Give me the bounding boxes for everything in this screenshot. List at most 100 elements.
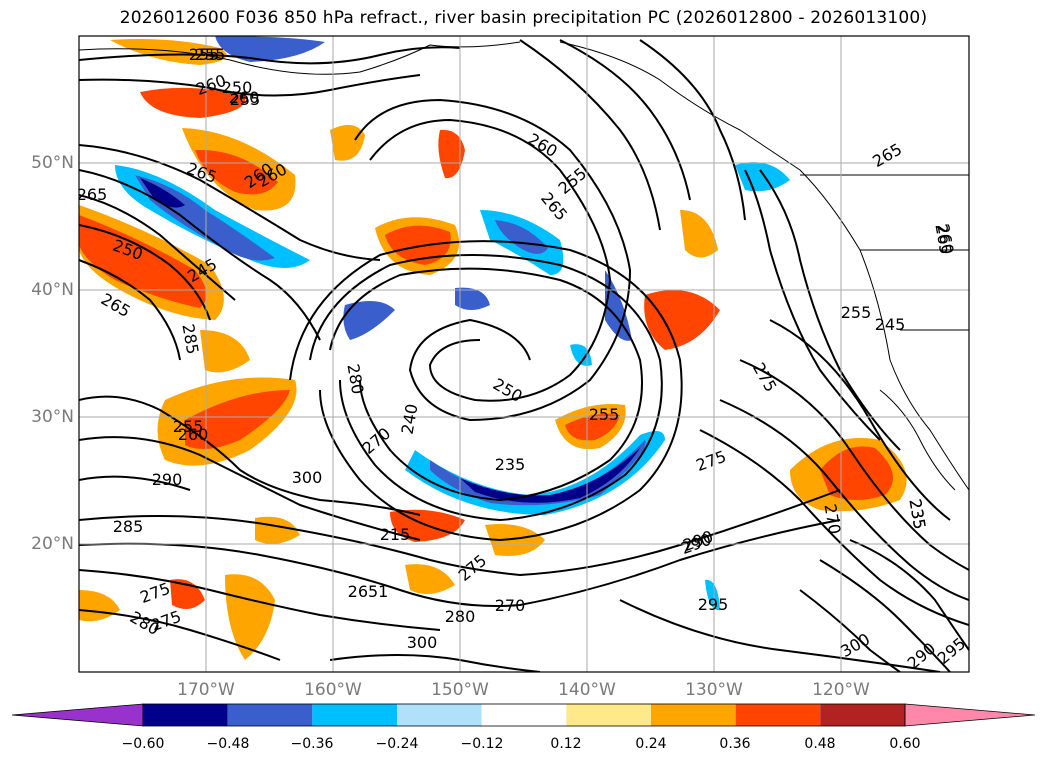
contour-label: 275 xyxy=(138,579,173,607)
contour-label: 260 xyxy=(525,129,561,161)
shade-negative xyxy=(343,301,395,340)
colorbar-extend-low xyxy=(11,703,144,727)
lon-label: 130°W xyxy=(685,680,743,700)
colorbar-tick-label: −0.48 xyxy=(206,736,250,752)
contour-label: 265 xyxy=(869,139,905,171)
colorbar-tick-label: −0.60 xyxy=(121,736,165,752)
colorbar-tick-label: −0.12 xyxy=(460,736,504,752)
contour-label: 285 xyxy=(178,322,202,355)
shade-positive xyxy=(385,225,451,265)
shade-positive xyxy=(820,446,893,500)
colorbar-tick-label: 0.24 xyxy=(635,736,667,752)
graticule xyxy=(79,36,969,672)
shade-positive xyxy=(405,564,455,594)
colorbar-frame xyxy=(142,703,906,727)
contour-lines xyxy=(79,39,969,672)
shade-negative xyxy=(735,162,790,192)
contour-label: 300 xyxy=(837,629,873,661)
contour-label: 270 xyxy=(820,502,844,535)
contour-label: 300 xyxy=(292,468,323,487)
contour-label: 280 xyxy=(445,607,476,626)
contour-label: 255 xyxy=(230,90,261,109)
contour-label: 295 xyxy=(698,595,729,614)
shade-negative xyxy=(705,579,720,611)
colorbar-extend-high xyxy=(904,703,1036,727)
shade-positive xyxy=(110,39,227,65)
contour-label: 250 xyxy=(222,78,253,97)
shade-positive xyxy=(644,290,720,350)
colorbar-bin xyxy=(312,704,397,726)
shade-positive xyxy=(195,149,278,195)
colorbar-tick-label: 0.48 xyxy=(804,736,836,752)
map-area: 2552602552502602652602552502452652852802… xyxy=(77,36,970,672)
contour-label: 275 xyxy=(749,359,781,395)
contour-label: 235 xyxy=(495,455,526,474)
contour-label: 255 xyxy=(189,45,220,64)
lon-label: 140°W xyxy=(558,680,616,700)
shade-positive xyxy=(485,524,545,556)
contour-label: 280 xyxy=(343,362,367,395)
shade-positive xyxy=(438,129,465,179)
contour-label: 290 xyxy=(152,470,183,489)
contour-label: 245 xyxy=(875,315,906,334)
contour-label: 260 xyxy=(178,425,209,444)
contour-label: 270 xyxy=(495,596,526,615)
contour-label: 290 xyxy=(679,530,714,558)
contour-label: 265 xyxy=(931,222,955,255)
colorbar-tick-label: −0.36 xyxy=(290,736,334,752)
shade-negative xyxy=(460,448,640,503)
colorbar-bin xyxy=(143,704,228,726)
contour-label: 275 xyxy=(694,447,729,475)
shade-negative xyxy=(495,220,548,254)
contour-label: 300 xyxy=(407,633,438,652)
colorbar-bin xyxy=(566,704,651,726)
colorbar-bin xyxy=(651,704,736,726)
map-frame xyxy=(78,35,970,673)
colorbar-tick-label: 0.36 xyxy=(719,736,751,752)
colorbar-bin xyxy=(820,704,905,726)
shade-negative xyxy=(140,178,185,208)
lat-label: 40°N xyxy=(31,280,74,300)
contour-label: 255 xyxy=(195,45,226,64)
colorbar-tick-label: 0.60 xyxy=(889,736,921,752)
shade-positive xyxy=(79,215,207,308)
precip-shading xyxy=(79,36,907,660)
lat-label: 20°N xyxy=(31,534,74,554)
shade-positive xyxy=(140,87,246,118)
shade-positive xyxy=(200,330,250,373)
contour-label: 295 xyxy=(934,634,970,668)
shade-positive xyxy=(225,574,275,660)
contour-label: 255 xyxy=(173,417,204,436)
colorbar-bin xyxy=(397,704,482,726)
shade-positive xyxy=(170,579,205,609)
contour-label: 285 xyxy=(113,517,144,536)
colorbar-bin xyxy=(735,704,821,726)
lat-label: 50°N xyxy=(31,153,74,173)
lon-label: 160°W xyxy=(304,680,362,700)
contour-label: 2651 xyxy=(348,582,389,601)
shade-negative xyxy=(215,36,325,62)
shade-positive xyxy=(255,516,300,544)
contour-label: 255 xyxy=(841,303,872,322)
map-title: 2026012600 F036 850 hPa refract., river … xyxy=(119,8,928,28)
shade-positive xyxy=(330,125,365,161)
contour-label: 240 xyxy=(398,402,422,435)
colorbar-tick-label: 0.12 xyxy=(550,736,582,752)
contour-label: 270 xyxy=(359,424,395,458)
colorbar-bin xyxy=(481,704,567,726)
contour-label: 255 xyxy=(589,405,620,424)
lon-label: 120°W xyxy=(812,680,870,700)
colorbar-tick-label: −0.24 xyxy=(375,736,419,752)
shade-positive xyxy=(79,590,120,622)
lon-label: 170°W xyxy=(177,680,235,700)
contour-label: 215 xyxy=(380,525,411,544)
shade-negative xyxy=(605,270,632,341)
contour-label: 260 xyxy=(229,88,260,107)
colorbar xyxy=(11,703,1036,727)
colorbar-bin xyxy=(227,704,313,726)
lon-label: 150°W xyxy=(431,680,489,700)
contour-label: 265 xyxy=(77,185,108,204)
lat-label: 30°N xyxy=(31,407,74,427)
shade-positive xyxy=(565,413,620,441)
